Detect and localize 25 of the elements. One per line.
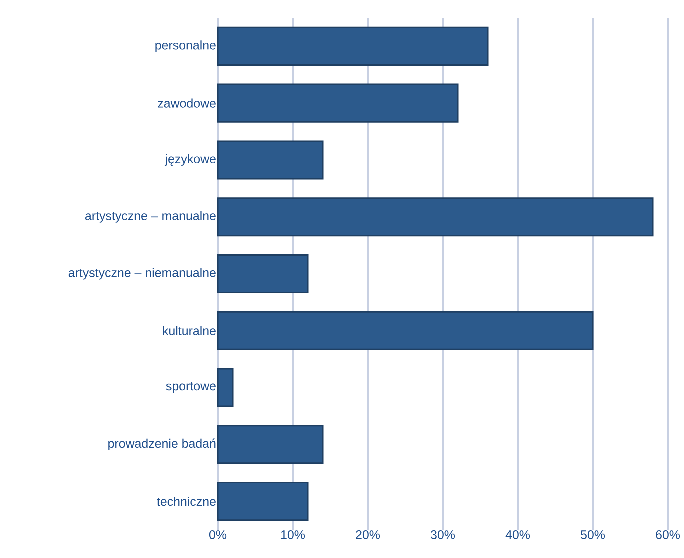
- y-tick-label: personalne: [156, 40, 216, 52]
- y-tick-label: sportowe: [166, 382, 216, 394]
- y-tick-label: artystyczne – niemanualne: [68, 268, 216, 280]
- y-tick-label: zawodowe: [158, 98, 216, 108]
- bar: [217, 311, 594, 350]
- bar: [217, 425, 324, 464]
- bar: [217, 254, 309, 294]
- bar: [217, 198, 654, 237]
- bar: [217, 140, 324, 180]
- x-tick-label: 0%: [209, 530, 227, 540]
- bar: [217, 26, 489, 66]
- bar: [217, 368, 234, 408]
- y-tick-label: prowadzenie badań: [108, 438, 216, 451]
- x-tick-label: 10%: [282, 530, 306, 540]
- y-tick-label: kulturalne: [163, 326, 216, 336]
- y-tick-label: techniczne: [157, 496, 216, 506]
- y-tick-label: językowe: [164, 154, 216, 166]
- bar: [217, 84, 459, 123]
- x-tick-label: 20%: [356, 530, 380, 540]
- x-tick-label: 30%: [431, 530, 456, 540]
- x-tick-label: 50%: [581, 530, 606, 540]
- x-tick-label: 40%: [506, 530, 530, 540]
- x-tick-label: 60%: [656, 530, 680, 540]
- bar: [217, 482, 309, 522]
- y-tick-label: artystyczne – manualne: [86, 211, 216, 223]
